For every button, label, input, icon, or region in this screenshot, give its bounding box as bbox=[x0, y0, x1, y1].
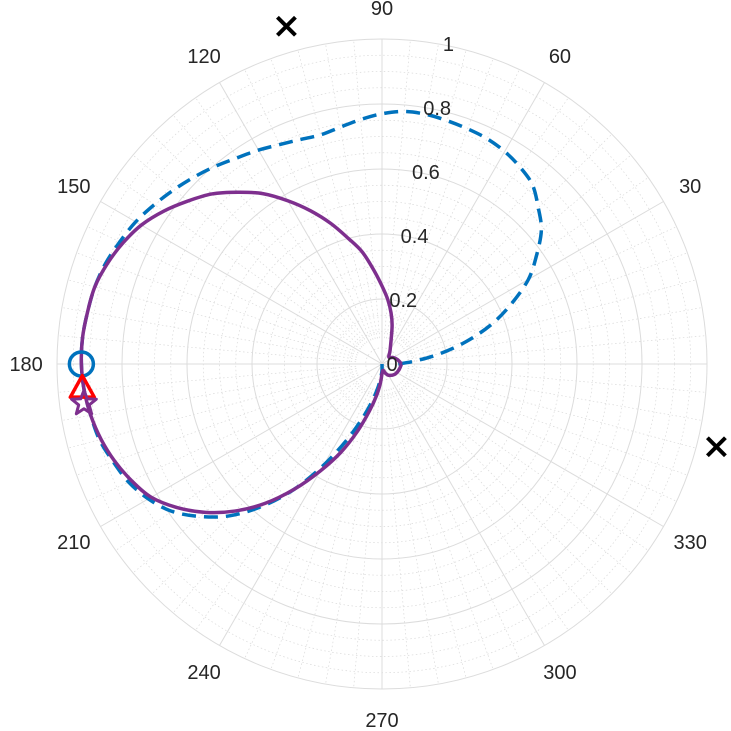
minor-angle-spoke bbox=[392, 387, 520, 659]
minor-angle-spoke bbox=[270, 388, 374, 670]
minor-angle-spoke bbox=[383, 389, 411, 688]
star-marker bbox=[70, 388, 98, 416]
minor-angle-spoke bbox=[405, 374, 677, 502]
minor-angle-spoke bbox=[390, 58, 494, 340]
minor-angle-spoke bbox=[407, 335, 706, 363]
tick-labels: 00.20.40.60.8103060901201501802102402703… bbox=[9, 0, 707, 731]
angle-grid-spoke bbox=[100, 201, 383, 365]
minor-angle-spoke bbox=[58, 365, 357, 393]
marker-layer bbox=[67, 15, 727, 458]
minor-angle-spoke bbox=[195, 385, 368, 631]
minor-angle-spoke bbox=[353, 40, 381, 339]
minor-angle-spoke bbox=[403, 177, 649, 350]
angle-tick-label: 90 bbox=[371, 0, 393, 20]
minor-angle-spoke bbox=[67, 370, 357, 449]
minor-angle-spoke bbox=[151, 133, 364, 346]
minor-angle-spoke bbox=[67, 279, 357, 358]
minor-angle-spoke bbox=[403, 378, 649, 551]
angle-tick-label: 30 bbox=[679, 176, 701, 198]
minor-angle-spoke bbox=[325, 43, 378, 339]
minor-angle-spoke bbox=[406, 252, 688, 356]
radius-tick-label: 0 bbox=[386, 354, 397, 376]
angle-grid-spoke bbox=[381, 363, 664, 527]
minor-angle-spoke bbox=[76, 372, 358, 476]
angle-tick-label: 180 bbox=[9, 354, 42, 376]
angle-tick-label: 150 bbox=[57, 176, 90, 198]
minor-angle-spoke bbox=[61, 307, 357, 360]
minor-angle-spoke bbox=[407, 365, 706, 393]
minor-angle-spoke bbox=[297, 49, 376, 339]
radius-tick-label: 0.8 bbox=[423, 98, 451, 120]
minor-angle-spoke bbox=[87, 226, 359, 354]
minor-angle-spoke bbox=[76, 252, 358, 356]
minor-angle-spoke bbox=[386, 43, 439, 339]
angle-grid-spoke bbox=[219, 82, 383, 365]
minor-angle-spoke bbox=[172, 383, 366, 614]
minor-angle-spoke bbox=[115, 177, 361, 350]
minor-angle-spoke bbox=[396, 97, 569, 343]
minor-angle-spoke bbox=[58, 335, 357, 363]
minor-angle-spoke bbox=[297, 389, 376, 679]
angle-grid-spoke bbox=[100, 363, 383, 527]
cross-marker bbox=[276, 15, 297, 37]
minor-angle-spoke bbox=[388, 389, 467, 679]
minor-angle-spoke bbox=[61, 368, 357, 421]
minor-angle-spoke bbox=[195, 97, 368, 343]
minor-angle-spoke bbox=[151, 382, 364, 595]
angle-grid-spoke bbox=[219, 363, 383, 646]
angle-tick-label: 240 bbox=[187, 662, 220, 684]
minor-angle-spoke bbox=[353, 389, 381, 688]
minor-angle-spoke bbox=[244, 387, 372, 659]
minor-angle-spoke bbox=[407, 368, 703, 421]
minor-angle-spoke bbox=[398, 114, 592, 345]
radius-tick-label: 0.4 bbox=[401, 226, 429, 248]
minor-angle-spoke bbox=[405, 226, 677, 354]
minor-angle-spoke bbox=[396, 385, 569, 631]
minor-angle-spoke bbox=[401, 380, 632, 574]
minor-angle-spoke bbox=[407, 307, 703, 360]
angle-tick-label: 60 bbox=[549, 46, 571, 68]
minor-angle-spoke bbox=[244, 69, 372, 341]
angle-tick-label: 270 bbox=[365, 710, 398, 731]
angle-grid-spoke bbox=[381, 363, 545, 646]
minor-angle-spoke bbox=[172, 114, 366, 345]
minor-angle-spoke bbox=[386, 389, 439, 685]
minor-angle-spoke bbox=[407, 279, 697, 358]
cross-marker bbox=[705, 436, 727, 458]
radius-tick-label: 0.6 bbox=[412, 162, 440, 184]
minor-angle-spoke bbox=[401, 154, 632, 348]
series-line-1 bbox=[79, 109, 544, 519]
series-layer bbox=[79, 109, 544, 519]
minor-angle-spoke bbox=[400, 382, 613, 595]
series-line-2 bbox=[79, 190, 404, 515]
minor-angle-spoke bbox=[115, 378, 361, 551]
angle-tick-label: 300 bbox=[543, 662, 576, 684]
radius-tick-label: 1 bbox=[443, 34, 454, 56]
minor-angle-spoke bbox=[390, 388, 494, 670]
minor-angle-spoke bbox=[132, 154, 363, 348]
angle-grid-spoke bbox=[381, 82, 545, 365]
cross-marker-stroke bbox=[276, 15, 297, 37]
minor-angle-spoke bbox=[132, 380, 363, 574]
minor-angle-spoke bbox=[407, 370, 697, 449]
angle-tick-label: 120 bbox=[187, 46, 220, 68]
angle-tick-label: 210 bbox=[57, 532, 90, 554]
angle-grid-spoke bbox=[381, 201, 664, 365]
minor-angle-spoke bbox=[392, 69, 520, 341]
polar-grid bbox=[56, 38, 708, 690]
angle-tick-label: 330 bbox=[674, 532, 707, 554]
minor-angle-spoke bbox=[270, 58, 374, 340]
minor-angle-spoke bbox=[406, 372, 688, 476]
minor-angle-spoke bbox=[388, 49, 467, 339]
minor-angle-spoke bbox=[398, 383, 592, 614]
minor-angle-spoke bbox=[383, 40, 411, 339]
minor-angle-spoke bbox=[400, 133, 613, 346]
minor-angle-spoke bbox=[325, 389, 378, 685]
radius-tick-label: 0.2 bbox=[389, 290, 417, 312]
cross-marker-stroke bbox=[705, 436, 727, 458]
